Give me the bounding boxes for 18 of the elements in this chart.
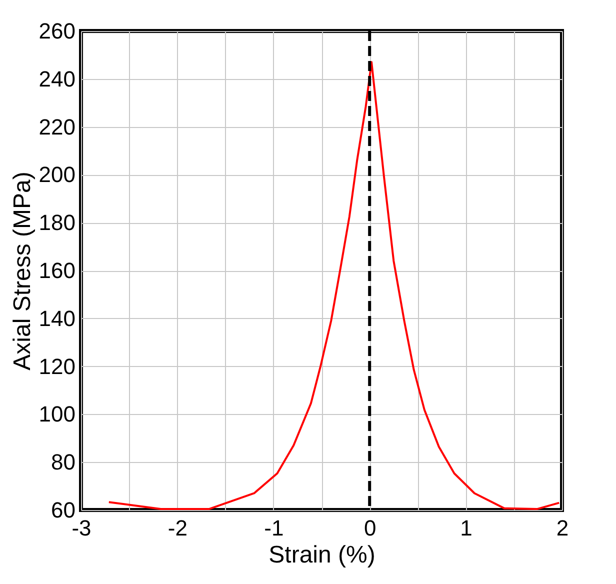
x-axis-title: Strain (%) (268, 542, 376, 568)
y-tick-label: 200 (38, 162, 76, 188)
x-tick-label: 0 (364, 516, 376, 540)
line-series (108, 61, 560, 510)
x-tick-label: 1 (460, 516, 472, 540)
y-tick-label: 80 (51, 450, 76, 475)
y-tick-label: 160 (38, 258, 76, 283)
y-axis-title: Axial Stress (MPa) (8, 172, 36, 370)
x-tick-label: -2 (168, 516, 188, 540)
y-tick-label: 120 (38, 354, 76, 379)
y-tick-label: 180 (38, 210, 76, 236)
y-tick-label: 220 (38, 114, 76, 140)
y-tick-label: 100 (38, 402, 76, 427)
x-tick-label: 2 (556, 516, 569, 540)
y-tick-label: 260 (38, 18, 76, 44)
y-tick-label: 240 (38, 66, 76, 92)
x-tick-label: -1 (264, 516, 284, 540)
y-tick-label: 140 (38, 306, 76, 331)
